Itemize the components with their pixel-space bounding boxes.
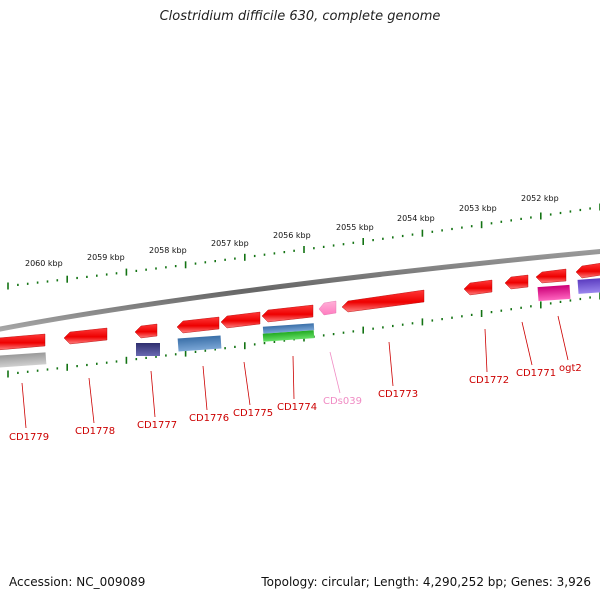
- map-title: Clostridium difficile 630, complete geno…: [159, 9, 441, 24]
- leader-ogt2: [557, 315, 569, 361]
- gene-label: CD1771: [516, 368, 556, 379]
- leader-CD1773: [388, 341, 394, 387]
- gene-label: CD1777: [137, 420, 177, 431]
- cds-feature-next: [575, 263, 600, 279]
- cog-box-CD1774-blue: [262, 323, 315, 334]
- kbp-labels: 2060 kbp 2059 kbp 2058 kbp 2057 kbp 2056…: [25, 194, 559, 268]
- kbp-label: 2052 kbp: [521, 194, 559, 203]
- cds-feature-ogt2: [535, 268, 567, 284]
- gene-label: ogt2: [559, 363, 582, 374]
- accession-text: Accession: NC_009089: [9, 575, 146, 589]
- cog-box-ogt2: [537, 284, 571, 302]
- cds-feature-CD1778: [63, 327, 108, 345]
- gene-label: CD1776: [189, 413, 229, 424]
- cds-feature-CD1776: [176, 316, 220, 334]
- leader-CD1771: [521, 321, 533, 366]
- cds-feature-CD1773: [341, 289, 425, 313]
- leader-CD1776: [202, 365, 208, 411]
- cds-feature-CD1779: [0, 333, 46, 351]
- gene-labels: CD1779 CD1778 CD1777 CD1776 CD1775 CD177…: [9, 363, 582, 443]
- cds-feature-CD1775: [220, 311, 261, 329]
- cog-box-CD1774-green: [262, 330, 315, 342]
- kbp-label: 2057 kbp: [211, 239, 249, 248]
- kbp-label: 2053 kbp: [459, 204, 497, 213]
- leader-CD1772: [484, 328, 488, 373]
- gene-label: CD1772: [469, 375, 509, 386]
- cds-feature-CD1777: [134, 323, 158, 339]
- gene-label: CD1773: [378, 389, 418, 400]
- leader-CD1778: [88, 377, 95, 424]
- leader-CD1775: [243, 361, 251, 406]
- kbp-label: 2055 kbp: [336, 223, 374, 232]
- inner-tick-ring: [7, 292, 600, 378]
- cog-box-next: [577, 278, 600, 294]
- kbp-label: 2058 kbp: [149, 246, 187, 255]
- kbp-label: 2054 kbp: [397, 214, 435, 223]
- gene-label: CD1775: [233, 408, 273, 419]
- cds-feature-CD1774: [261, 304, 314, 323]
- gene-label: CD1778: [75, 426, 115, 437]
- cog-box-CD1777: [136, 343, 160, 356]
- gene-label: CD1779: [9, 432, 49, 443]
- leader-CD1774: [292, 355, 295, 400]
- cog-box-CD1776: [177, 335, 222, 352]
- gene-label: CDs039: [323, 396, 362, 407]
- kbp-label: 2059 kbp: [87, 253, 125, 262]
- genome-backbone: [0, 248, 600, 332]
- cds-feature-CD1771: [504, 274, 529, 290]
- cog-box-CD1779: [0, 352, 47, 368]
- trna-feature-CDs039: [318, 300, 337, 316]
- leader-CDs039: [329, 351, 341, 394]
- cds-features: [0, 263, 600, 351]
- kbp-label: 2060 kbp: [25, 259, 63, 268]
- label-leaders: [21, 315, 569, 429]
- leader-CD1779: [21, 382, 27, 429]
- cog-features: [0, 278, 600, 368]
- leader-CD1777: [150, 370, 156, 418]
- gene-label: CD1774: [277, 402, 317, 413]
- outer-tick-ring: [7, 203, 600, 290]
- cds-feature-CD1772: [463, 279, 493, 296]
- kbp-label: 2056 kbp: [273, 231, 311, 240]
- genome-summary-text: Topology: circular; Length: 4,290,252 bp…: [261, 575, 591, 589]
